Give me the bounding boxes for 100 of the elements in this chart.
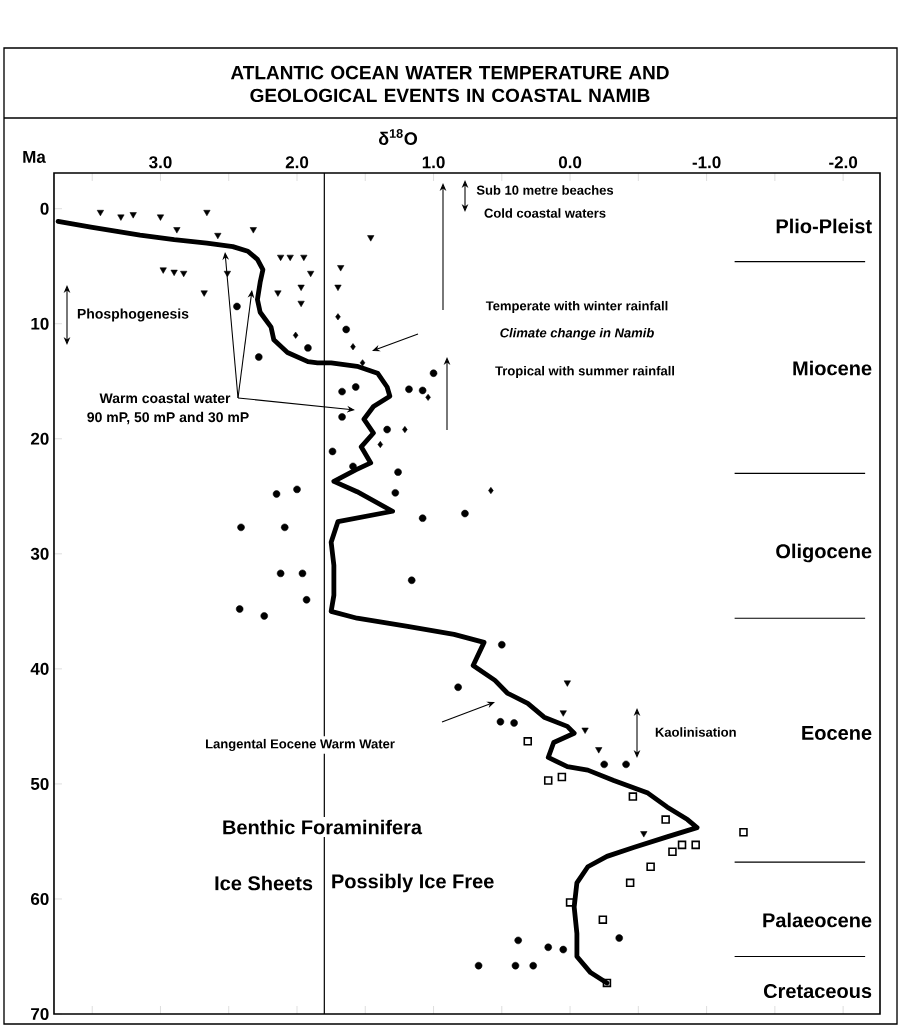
point [391,489,400,497]
point [338,387,346,396]
point [180,270,188,278]
point [429,369,438,377]
annotation: Warm coastal water [99,392,231,404]
point [602,978,612,988]
point [661,815,670,824]
point [276,569,285,578]
point [237,523,245,532]
point [304,344,312,352]
point [628,792,638,801]
x-tick-label: 2.0 [285,156,309,169]
point [600,760,608,769]
annotation: Miocene [793,360,872,376]
point [235,605,244,613]
x-axis-title: δ$^{18}$O [378,129,418,145]
point [677,840,687,850]
point [402,426,408,434]
point [280,523,289,532]
point [203,209,211,217]
point [488,487,494,495]
point [351,383,360,391]
point [622,760,630,769]
point [335,313,341,321]
point [377,441,383,448]
annotation: Phosphogenesis [77,308,189,322]
point [529,961,537,970]
y-tick-label: 30 [30,547,49,560]
point [425,393,431,401]
point [297,284,305,291]
point [461,509,469,518]
annotation: Cold coastal waters [484,208,606,218]
y-tick-label: 40 [30,662,49,675]
x-tick-label: -1.0 [692,156,721,169]
point [559,945,567,954]
y-axis-title: Ma [23,151,46,163]
point [302,596,311,604]
point [129,212,137,219]
point [563,680,571,687]
point [559,710,567,717]
annotation: Climate change in Namib [500,327,654,341]
point [394,468,402,476]
annotation: Possibly Ice Free [332,873,494,893]
point [454,683,462,692]
point [595,747,603,754]
point [544,943,552,952]
point [543,776,553,785]
point [156,214,164,221]
point [511,961,520,970]
point [277,254,285,261]
point [255,353,263,361]
annotation: 90 mP, 50 mP and 30 mP [87,411,249,425]
point [337,265,345,272]
x-tick-label: -2.0 [829,156,858,169]
point [272,490,281,498]
point [173,227,181,234]
point [200,290,208,297]
point [214,232,222,240]
y-tick-label: 10 [31,317,49,330]
point [581,727,589,734]
point [292,331,299,339]
y-tick-label: 0 [40,202,49,215]
annotation: Oligocene [776,543,872,563]
point [159,267,167,274]
x-tick-label: 3.0 [149,156,172,169]
point [615,934,623,942]
point [625,878,635,888]
x-tick-label: 1.0 [422,156,445,169]
annotation: Ice Sheets [215,875,313,891]
point [640,831,648,838]
point [418,514,427,522]
point [307,270,315,278]
point [668,847,677,857]
point [418,386,427,395]
point [691,840,700,850]
point [498,640,506,649]
annotation: Langental Eocene Warm Water [206,738,395,752]
chart-title: ATLANTIC OCEAN WATER TEMPERATURE AND GEOLOGICAL EVENTS IN COASTAL NAMIB [230,65,669,103]
point [334,284,342,291]
point [338,413,346,421]
y-tick-label: 50 [30,777,49,790]
point [260,612,268,620]
point [298,569,307,578]
point [117,214,125,221]
point [510,719,518,727]
point [286,254,294,261]
point [328,447,337,456]
point [300,254,308,261]
annotation: Kaolinisation [655,727,736,737]
point [293,485,301,494]
point [523,737,533,746]
y-tick-label: 20 [30,432,49,445]
point [474,961,483,970]
annotation: Sub 10 metre beaches [476,185,614,195]
point [646,862,655,872]
point [496,718,505,726]
annotation: Cretaceous [763,983,872,999]
point [383,425,391,434]
point [405,385,413,394]
point [349,462,357,471]
